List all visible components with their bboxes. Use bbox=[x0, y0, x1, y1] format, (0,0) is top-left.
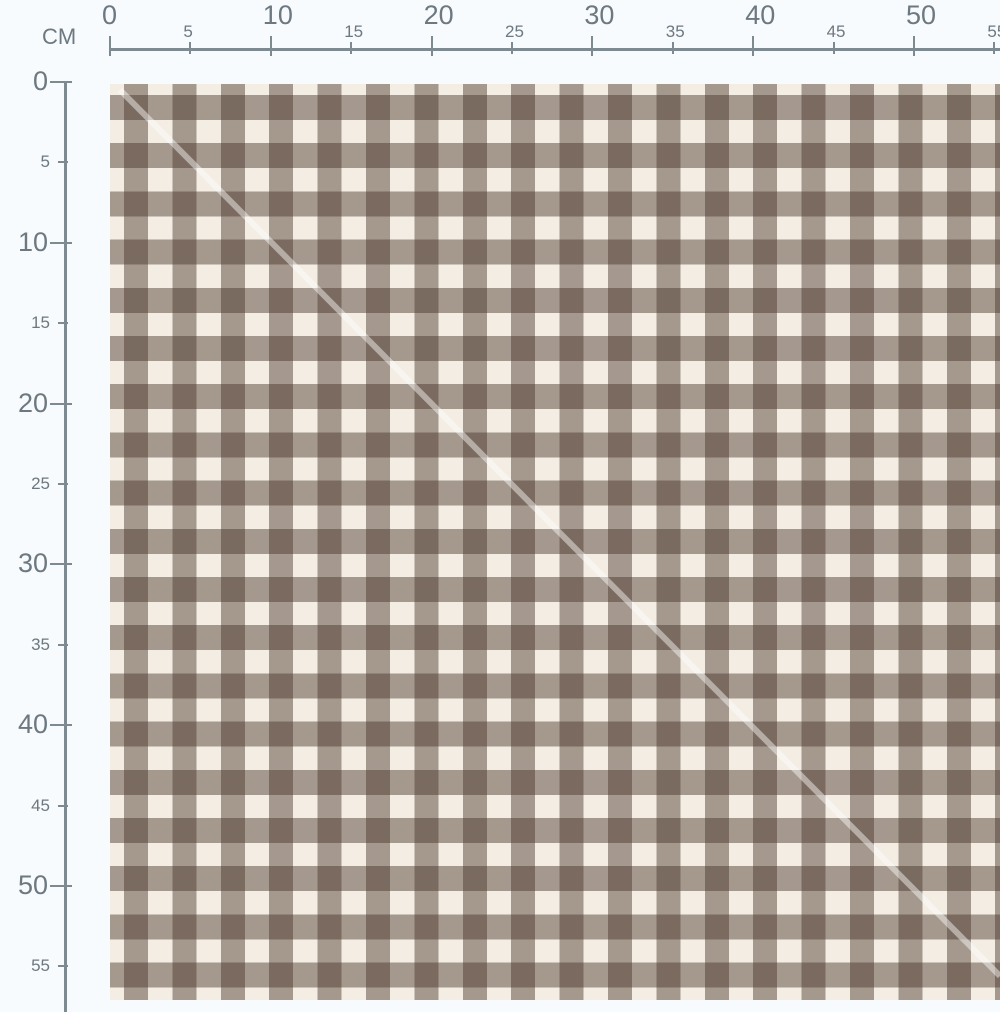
top-ruler-tick bbox=[189, 42, 192, 54]
left-ruler-tick bbox=[50, 402, 72, 405]
left-ruler-label: 15 bbox=[31, 313, 50, 333]
left-ruler-tick bbox=[50, 885, 72, 887]
left-ruler-label: 10 bbox=[17, 226, 48, 257]
top-ruler-tick bbox=[913, 36, 915, 56]
top-ruler-label: 45 bbox=[826, 22, 846, 41]
left-ruler-tick bbox=[50, 241, 72, 244]
diagonal-fold-line bbox=[117, 87, 1000, 979]
top-ruler-label: 5 bbox=[183, 22, 193, 41]
top-ruler-tick bbox=[430, 36, 433, 56]
top-ruler-tick bbox=[752, 36, 755, 56]
top-ruler-label: 30 bbox=[584, 0, 615, 30]
top-ruler-label: 35 bbox=[665, 22, 685, 41]
left-ruler-tick bbox=[58, 965, 68, 968]
left-ruler-label: 5 bbox=[40, 152, 50, 172]
fabric-swatch bbox=[110, 84, 1000, 1000]
left-ruler-label: 0 bbox=[32, 66, 48, 96]
left-ruler-label: 25 bbox=[31, 474, 50, 493]
left-ruler-label: 30 bbox=[17, 548, 48, 579]
left-ruler-tick bbox=[58, 322, 68, 325]
top-ruler-tick bbox=[350, 42, 353, 54]
left-ruler-tick bbox=[50, 724, 72, 727]
left-ruler-tick bbox=[50, 81, 72, 83]
left-ruler-tick bbox=[58, 643, 68, 646]
left-ruler-label: 55 bbox=[31, 956, 50, 976]
left-ruler-label: 20 bbox=[17, 387, 48, 418]
top-ruler-tick bbox=[591, 36, 594, 56]
top-ruler-tick bbox=[832, 42, 835, 54]
left-ruler-label: 40 bbox=[17, 709, 48, 740]
vertical-ruler bbox=[64, 82, 67, 1012]
horizontal-ruler bbox=[110, 48, 1000, 51]
top-ruler-label: 50 bbox=[906, 0, 937, 30]
top-ruler-tick bbox=[671, 42, 674, 54]
left-ruler-tick bbox=[50, 563, 72, 566]
left-ruler-label: 50 bbox=[17, 870, 48, 900]
top-ruler-label: 15 bbox=[344, 22, 364, 41]
left-ruler-tick bbox=[58, 483, 68, 485]
top-ruler-label: 20 bbox=[423, 0, 454, 30]
top-ruler-label: 55 bbox=[987, 22, 1000, 41]
left-ruler-label: 45 bbox=[31, 795, 50, 815]
top-ruler-tick bbox=[269, 36, 272, 56]
top-ruler-label: 25 bbox=[505, 22, 524, 41]
top-ruler-label: 40 bbox=[745, 0, 776, 30]
top-ruler-tick bbox=[993, 42, 996, 54]
unit-label: CM bbox=[42, 24, 77, 49]
left-ruler-tick bbox=[58, 804, 68, 807]
top-ruler-label: 0 bbox=[102, 0, 118, 30]
top-ruler-tick bbox=[511, 42, 513, 54]
left-ruler-tick bbox=[58, 161, 68, 164]
top-ruler-label: 10 bbox=[262, 0, 293, 30]
left-ruler-label: 35 bbox=[31, 634, 50, 654]
top-ruler-tick bbox=[109, 36, 111, 56]
